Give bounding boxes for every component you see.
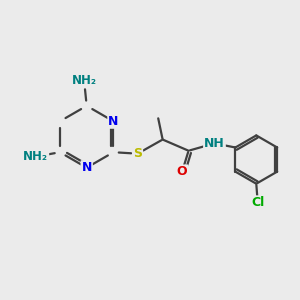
Text: N: N	[108, 115, 119, 128]
Text: N: N	[82, 161, 92, 174]
Text: NH: NH	[204, 137, 225, 150]
Text: NH₂: NH₂	[72, 74, 97, 87]
Text: S: S	[133, 147, 142, 160]
Text: NH₂: NH₂	[23, 150, 48, 163]
Text: O: O	[177, 165, 188, 178]
Text: Cl: Cl	[251, 196, 264, 209]
